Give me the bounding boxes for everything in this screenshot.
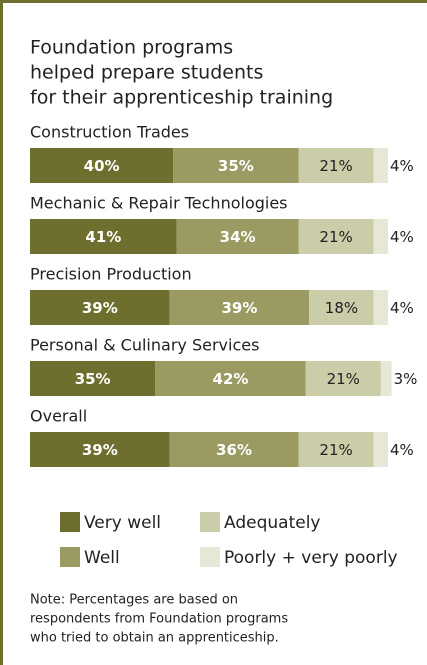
note: Note: Percentages are based on bbox=[30, 593, 238, 608]
note: who tried to obtain an apprenticeship. bbox=[30, 631, 279, 646]
value-label: 4% bbox=[390, 441, 414, 459]
chart-title: helped prepare students bbox=[30, 62, 263, 84]
legend-label: Adequately bbox=[224, 513, 320, 533]
category-label: Precision Production bbox=[30, 265, 192, 284]
bar-segment bbox=[173, 148, 299, 183]
bar-segment bbox=[298, 148, 374, 183]
bar-segment bbox=[30, 148, 174, 183]
note: respondents from Foundation programs bbox=[30, 612, 288, 627]
value-label: 21% bbox=[319, 157, 352, 175]
bar-segment bbox=[176, 219, 299, 254]
value-label: 34% bbox=[220, 228, 256, 246]
legend-swatch bbox=[60, 547, 80, 567]
legend-swatch bbox=[200, 512, 220, 532]
category-label: Mechanic & Repair Technologies bbox=[30, 194, 288, 213]
bar-segment bbox=[309, 290, 374, 325]
value-label: 35% bbox=[218, 157, 254, 175]
bar-segment bbox=[30, 290, 170, 325]
value-label: 40% bbox=[84, 157, 120, 175]
category-label: Construction Trades bbox=[30, 123, 189, 142]
legend-label: Well bbox=[84, 548, 120, 568]
bar-segment bbox=[155, 361, 306, 396]
bar-segment bbox=[298, 219, 374, 254]
bar-segment bbox=[169, 290, 310, 325]
bar-segment bbox=[298, 432, 374, 467]
bar-segment bbox=[373, 219, 388, 254]
bar-segment bbox=[169, 432, 299, 467]
bar-segment bbox=[380, 361, 392, 396]
bar-segment bbox=[373, 290, 388, 325]
chart-title: Foundation programs bbox=[30, 37, 233, 59]
value-label: 39% bbox=[82, 441, 118, 459]
category-label: Overall bbox=[30, 407, 87, 426]
value-label: 35% bbox=[75, 370, 111, 388]
value-label: 3% bbox=[394, 370, 418, 388]
value-label: 42% bbox=[213, 370, 249, 388]
legend-swatch bbox=[200, 547, 220, 567]
value-label: 4% bbox=[390, 157, 414, 175]
legend-label: Very well bbox=[84, 513, 161, 533]
value-label: 21% bbox=[319, 228, 352, 246]
value-label: 21% bbox=[319, 441, 352, 459]
value-label: 21% bbox=[327, 370, 360, 388]
value-label: 39% bbox=[221, 299, 257, 317]
value-label: 18% bbox=[325, 299, 358, 317]
value-label: 39% bbox=[82, 299, 118, 317]
legend-swatch bbox=[60, 512, 80, 532]
category-label: Personal & Culinary Services bbox=[30, 336, 259, 355]
value-label: 4% bbox=[390, 228, 414, 246]
chart-title: for their apprenticeship training bbox=[30, 87, 333, 109]
value-label: 41% bbox=[85, 228, 121, 246]
legend-label: Poorly + very poorly bbox=[224, 548, 398, 568]
bar-segment bbox=[30, 432, 170, 467]
bar-segment bbox=[30, 361, 156, 396]
bar-segment bbox=[373, 148, 388, 183]
bar-segment bbox=[373, 432, 388, 467]
bar-segment bbox=[30, 219, 177, 254]
value-label: 4% bbox=[390, 299, 414, 317]
value-label: 36% bbox=[216, 441, 252, 459]
bar-segment bbox=[305, 361, 381, 396]
